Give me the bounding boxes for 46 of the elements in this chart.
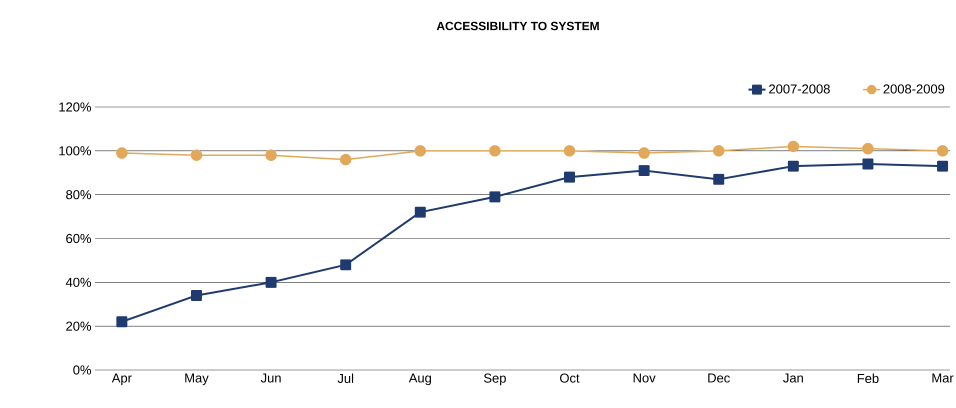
point	[489, 145, 501, 157]
point	[564, 145, 576, 157]
x-tick-label: Dec	[708, 374, 730, 383]
legend-label: 2008-2009	[884, 84, 944, 94]
point	[937, 160, 948, 172]
point	[862, 158, 874, 170]
point	[190, 149, 202, 161]
legend-label: 2007-2008	[769, 84, 830, 94]
x-tick-label: Apr	[112, 374, 132, 386]
x-tick-label: Jun	[260, 374, 281, 383]
y-tick-label: 40%	[66, 278, 92, 287]
point	[788, 160, 799, 172]
y-tick-label: 0%	[73, 365, 92, 375]
point	[936, 145, 948, 157]
y-tick-label: 100%	[59, 146, 92, 156]
x-tick-label: Jul	[338, 374, 354, 384]
chart-title: ACCESSIBILITY TO SYSTEM	[436, 22, 599, 30]
point	[190, 290, 202, 301]
x-tick-label: Oct	[560, 374, 580, 383]
x-tick-label: Nov	[634, 374, 656, 383]
y-tick-label: 120%	[59, 102, 92, 112]
point	[788, 140, 800, 152]
point	[266, 276, 277, 288]
point	[340, 154, 352, 166]
point	[564, 172, 575, 183]
point	[116, 147, 128, 159]
point	[489, 191, 500, 202]
y-tick-label: 20%	[66, 322, 92, 331]
point	[862, 142, 874, 154]
x-tick-label: Sep	[484, 374, 506, 386]
point	[414, 206, 426, 218]
x-tick-label: Jan	[783, 374, 803, 383]
point	[265, 149, 277, 161]
point	[713, 174, 724, 185]
y-tick-label: 80%	[66, 190, 92, 200]
point	[340, 259, 352, 270]
x-tick-label: Aug	[408, 374, 431, 386]
point	[712, 145, 724, 157]
x-tick-label: Feb	[858, 374, 879, 384]
x-tick-label: Mar	[932, 374, 954, 383]
x-tick-label: May	[185, 374, 209, 386]
point	[116, 316, 128, 328]
point	[638, 165, 650, 176]
point	[414, 145, 426, 157]
point	[638, 147, 650, 159]
y-tick-label: 60%	[66, 234, 92, 244]
